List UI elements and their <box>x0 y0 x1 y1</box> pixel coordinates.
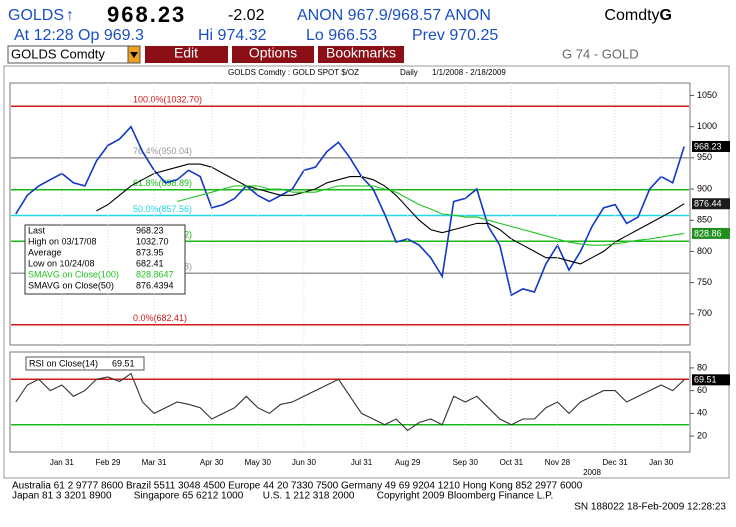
x-tick-label: Sep 30 <box>453 458 479 467</box>
net-change: -2.02 <box>228 7 265 24</box>
chart-range: 1/1/2008 - 2/18/2009 <box>432 68 506 77</box>
stats-value: 682.41 <box>136 258 164 268</box>
x-tick-label: Oct 31 <box>500 458 524 467</box>
value-tag-label: 69.51 <box>694 375 717 385</box>
stats-label: Average <box>28 247 61 257</box>
y-tick-label: 60 <box>697 385 707 395</box>
y-tick-label: 20 <box>697 430 707 440</box>
y-tick-label: 1000 <box>697 121 717 131</box>
stats-value: 828.8647 <box>136 269 174 279</box>
footer-line: Japan 81 3 3201 8900 Singapore 65 6212 1… <box>12 491 553 502</box>
footer-stamp: SN 188022 18-Feb-2009 12:28:23 <box>574 502 726 513</box>
options-button[interactable] <box>232 46 314 63</box>
rsi-plot-frame <box>9 351 691 453</box>
market-sector: ComdtyG <box>604 7 672 24</box>
y-tick-label: 750 <box>697 277 712 287</box>
level-label: 76.4%(950.04) <box>133 146 192 156</box>
x-tick-label: May 30 <box>245 458 272 467</box>
stats-value: 968.23 <box>136 225 164 235</box>
stats-label: SMAVG on Close(100) <box>28 269 119 279</box>
x-year-label: 2008 <box>583 468 601 477</box>
open-quote: At 12:28 Op 969.3 <box>14 27 144 44</box>
value-tag <box>692 198 730 210</box>
chart-subtitle: GOLDS Comdty : GOLD SPOT $/OZ <box>228 68 359 77</box>
bookmarks-button[interactable] <box>318 46 404 63</box>
stats-value: 1032.70 <box>136 236 169 246</box>
y-tick-label: 950 <box>697 152 712 162</box>
series-line <box>15 372 685 432</box>
level-label: 0.0%(682.41) <box>133 313 187 323</box>
price-plot-frame <box>9 82 691 346</box>
prev-quote: Prev 970.25 <box>412 27 498 44</box>
button-label: Options <box>249 45 297 61</box>
y-tick-label: 1050 <box>697 90 717 100</box>
level-label: 50.0%(857.56) <box>133 204 192 214</box>
y-tick-label: 800 <box>697 246 712 256</box>
stats-value: 876.4394 <box>136 280 174 290</box>
x-tick-label: Jan 31 <box>50 458 75 467</box>
y-tick-label: 40 <box>697 408 707 418</box>
last-price: 968.23 <box>107 2 186 27</box>
value-tag-label: 876.44 <box>694 199 722 209</box>
y-tick-label: 80 <box>697 362 707 372</box>
stats-box <box>24 224 186 295</box>
series-line <box>176 185 685 246</box>
high-quote: Hi 974.32 <box>198 27 267 44</box>
value-tag-label: 828.86 <box>694 228 722 238</box>
value-tag <box>692 227 730 239</box>
x-tick-label: Aug 29 <box>395 458 421 467</box>
x-tick-label: Apr 30 <box>200 458 224 467</box>
rsi-title: RSI on Close(14) <box>29 358 98 368</box>
security-text: GOLDS Comdty <box>11 46 105 61</box>
function-key: G <box>660 7 672 24</box>
rsi-value: 69.51 <box>112 358 135 368</box>
ticker: GOLDS <box>8 7 64 24</box>
level-label: 100.0%(1032.70) <box>133 95 202 105</box>
x-tick-label: Jun 30 <box>292 458 317 467</box>
stats-label: Last <box>28 225 46 235</box>
chart-period: Daily <box>400 68 418 77</box>
x-tick-label: Jan 30 <box>649 458 674 467</box>
x-tick-label: Dec 31 <box>602 458 628 467</box>
dropdown-arrow <box>130 52 138 58</box>
button-label: Bookmarks <box>326 45 396 61</box>
series-line <box>15 125 685 297</box>
page-label: G 74 - GOLD <box>562 46 639 61</box>
stats-label: SMAVG on Close(50) <box>28 280 114 290</box>
y-tick-label: 700 <box>697 308 712 318</box>
ticker-arrow: ↑ <box>66 7 74 24</box>
value-tag-label: 968.23 <box>694 141 722 151</box>
stats-label: Low on 10/24/08 <box>28 258 95 268</box>
stats-value: 873.95 <box>136 247 164 257</box>
value-tag <box>692 374 730 386</box>
y-tick-label: 850 <box>697 215 712 225</box>
y-tick-label: 900 <box>697 183 712 193</box>
x-tick-label: Mar 31 <box>142 458 167 467</box>
rsi-title-box <box>25 356 145 371</box>
stats-label: High on 03/17/08 <box>28 236 97 246</box>
market: Comdty <box>604 7 659 24</box>
edit-button[interactable] <box>145 46 228 63</box>
x-tick-label: Jul 31 <box>351 458 373 467</box>
bid-ask: ANON 967.9/968.57 ANON <box>297 7 491 24</box>
x-tick-label: Nov 28 <box>545 458 571 467</box>
footer-line: Australia 61 2 9777 8600 Brazil 5511 304… <box>12 481 583 492</box>
value-tag <box>692 140 730 152</box>
x-tick-label: Feb 29 <box>96 458 121 467</box>
low-quote: Lo 966.53 <box>306 27 377 44</box>
level-label: 61.8%(898.89) <box>133 178 192 188</box>
button-label: Edit <box>174 45 198 61</box>
